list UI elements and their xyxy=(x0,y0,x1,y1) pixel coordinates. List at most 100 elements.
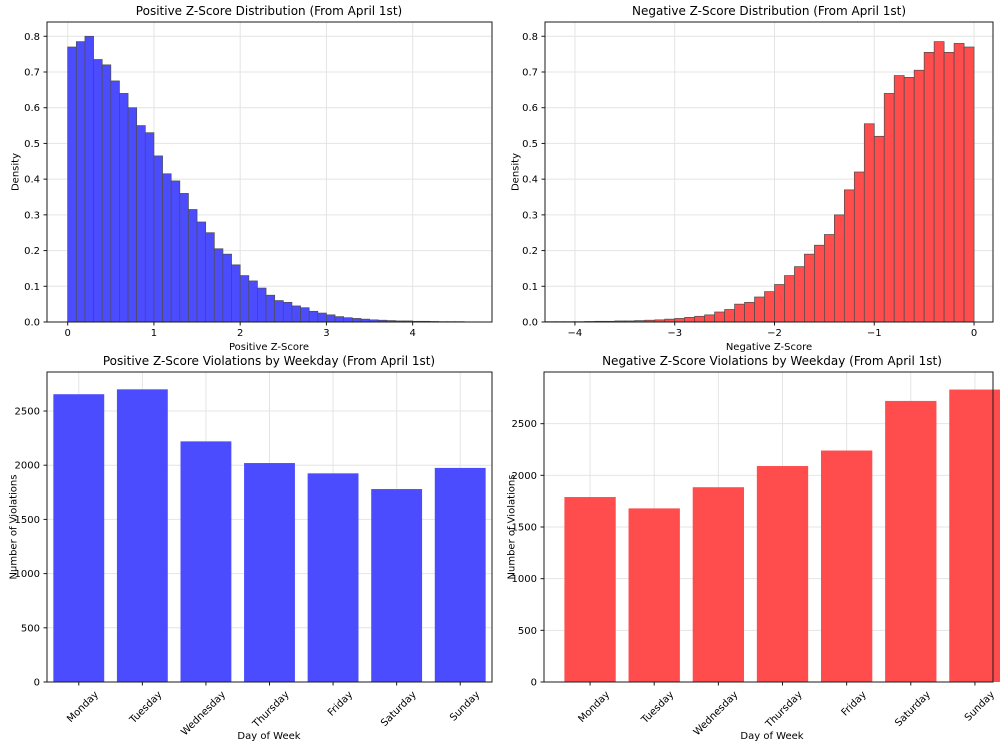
y-tick-label: 2000 xyxy=(15,461,40,472)
bar-sunday xyxy=(434,467,486,682)
positive-weekday-ylabel: Number of Violations xyxy=(8,474,20,580)
histogram-bar xyxy=(119,93,129,323)
histogram-bar xyxy=(127,107,138,323)
weekday-tick-label: Friday xyxy=(840,689,869,718)
x-tick-label: −2 xyxy=(767,328,782,339)
histogram-bar xyxy=(351,318,362,323)
y-tick-label: 500 xyxy=(21,623,40,634)
histogram-bar xyxy=(814,244,825,323)
weekday-tick-label: Wednesday xyxy=(179,689,228,738)
histogram-bar xyxy=(84,35,94,323)
y-tick-label: 2500 xyxy=(512,419,537,430)
y-tick-label: 0.4 xyxy=(522,175,538,186)
y-tick-label: 1000 xyxy=(512,574,537,585)
histogram-bar xyxy=(883,93,895,323)
histogram-bar xyxy=(282,302,293,323)
histogram-bar xyxy=(674,318,686,323)
y-tick-label: 1000 xyxy=(15,569,40,580)
histogram-bar xyxy=(265,294,276,323)
negative-weekday-title: Negative Z-Score Violations by Weekday (… xyxy=(602,354,942,368)
bar-monday xyxy=(53,394,105,682)
weekday-tick-label: Saturday xyxy=(379,689,419,729)
histogram-bar xyxy=(110,80,120,323)
positive-distribution-ylabel: Density xyxy=(10,152,22,192)
histogram-bar xyxy=(67,46,77,323)
histogram-bar xyxy=(744,302,755,323)
histogram-bar xyxy=(205,232,215,323)
y-tick-label: 2500 xyxy=(15,407,40,418)
y-tick-label: 1500 xyxy=(512,523,537,534)
histogram-bar xyxy=(308,310,319,323)
histogram-bar xyxy=(714,311,725,323)
histogram-bar xyxy=(804,253,815,323)
y-tick-label: 0 xyxy=(531,678,537,689)
histogram-bar xyxy=(873,135,885,323)
y-tick-label: 0.3 xyxy=(24,210,40,221)
histogram-bar xyxy=(694,315,705,323)
histogram-bar xyxy=(704,314,715,323)
bar-wednesday xyxy=(180,441,232,682)
histogram-bar xyxy=(684,317,696,323)
histogram-bar xyxy=(343,317,353,323)
weekday-tick-label: Thursday xyxy=(250,689,291,730)
histogram-bar xyxy=(93,59,103,323)
histogram-bar xyxy=(923,52,935,323)
histogram-bar xyxy=(774,284,785,323)
histogram-bar xyxy=(222,253,232,323)
axes-spines xyxy=(544,21,994,323)
axes-spines xyxy=(46,21,493,323)
histogram-bar xyxy=(257,287,267,323)
histogram-bar xyxy=(834,214,845,323)
y-tick-label: 0.7 xyxy=(24,68,40,79)
weekday-tick-label: Tuesday xyxy=(639,689,676,726)
y-tick-label: 0.2 xyxy=(24,246,40,257)
bar-wednesday xyxy=(692,487,745,682)
histogram-bar xyxy=(291,305,301,323)
histogram-bar xyxy=(764,291,775,323)
histogram-bar xyxy=(943,52,955,323)
histogram-bar xyxy=(317,312,327,323)
negative-distribution-ylabel: Density xyxy=(510,152,522,192)
histogram-bar xyxy=(734,303,745,323)
histogram-bar xyxy=(274,300,284,323)
bar-thursday xyxy=(756,466,809,682)
histogram-bar xyxy=(893,75,905,323)
negative-distribution-xlabel: Negative Z-Score xyxy=(725,342,813,353)
weekday-tick-label: Wednesday xyxy=(692,689,741,738)
positive-weekday-xlabel: Day of Week xyxy=(237,731,301,742)
histogram-bar xyxy=(101,64,112,323)
x-tick-label: 0 xyxy=(971,328,977,339)
weekday-tick-label: Friday xyxy=(326,689,355,718)
histogram-bar xyxy=(843,189,855,323)
histogram-bar xyxy=(153,155,163,323)
x-tick-label: 3 xyxy=(323,328,329,339)
histogram-bar xyxy=(933,41,945,323)
histogram-bar xyxy=(75,41,86,323)
histogram-bar xyxy=(903,77,915,323)
x-tick-label: 2 xyxy=(237,328,243,339)
histogram-bar xyxy=(754,296,765,323)
weekday-tick-label: Sunday xyxy=(448,689,482,723)
y-tick-label: 500 xyxy=(518,626,537,637)
y-tick-label: 0.1 xyxy=(522,282,538,293)
histogram-bar xyxy=(196,221,207,323)
bar-saturday xyxy=(371,489,423,682)
histogram-bar xyxy=(188,209,198,323)
y-tick-label: 0.0 xyxy=(24,318,40,329)
weekday-tick-label: Tuesday xyxy=(127,689,164,726)
negative-distribution-title: Negative Z-Score Distribution (From Apri… xyxy=(632,4,906,18)
histogram-bar xyxy=(863,123,875,323)
weekday-tick-label: Thursday xyxy=(763,689,804,730)
y-tick-label: 0 xyxy=(34,678,40,689)
y-tick-label: 0.8 xyxy=(24,32,40,43)
y-tick-label: 0.5 xyxy=(522,139,538,150)
histogram-bar xyxy=(824,234,835,323)
histogram-bar xyxy=(326,314,336,323)
positive-distribution-title: Positive Z-Score Distribution (From Apri… xyxy=(135,4,403,18)
y-tick-label: 0.6 xyxy=(522,103,538,114)
histogram-bar xyxy=(239,275,250,323)
weekday-tick-label: Monday xyxy=(576,689,612,725)
negative-weekday-xlabel: Day of Week xyxy=(740,731,804,742)
y-tick-label: 0.5 xyxy=(24,139,40,150)
